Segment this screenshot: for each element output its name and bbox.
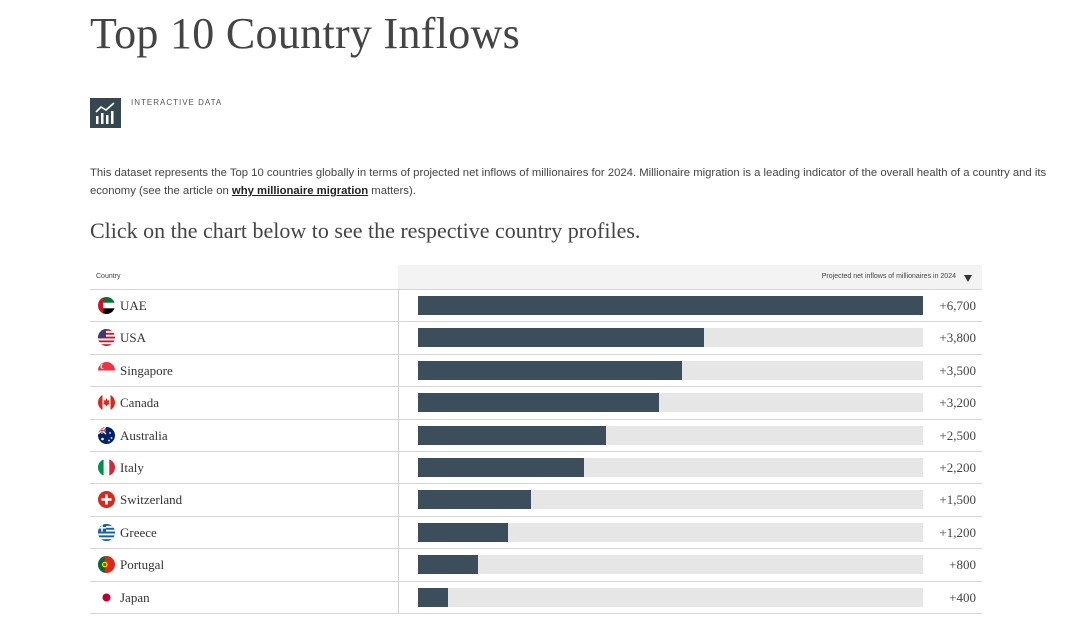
value-label: +3,500 bbox=[939, 362, 976, 378]
value-column-label: Projected net inflows of millionaires in… bbox=[821, 273, 956, 280]
table-row[interactable]: Australia +2,500 bbox=[90, 419, 982, 452]
switzerland-flag-icon bbox=[98, 491, 115, 509]
country-cell: Singapore bbox=[90, 355, 398, 386]
bar-singapore[interactable] bbox=[418, 360, 682, 380]
japan-flag-icon bbox=[98, 588, 115, 606]
table-row[interactable]: Switzerland +1,500 bbox=[90, 484, 982, 517]
bar-japan[interactable] bbox=[418, 587, 449, 607]
country-name: UAE bbox=[120, 298, 147, 313]
bar-track bbox=[418, 393, 923, 413]
singapore-flag-icon bbox=[98, 361, 115, 379]
bar-usa[interactable] bbox=[418, 328, 705, 348]
bar-track bbox=[418, 328, 923, 348]
bar-cell: +3,200 bbox=[398, 387, 982, 419]
why-millionaire-migration-link[interactable]: why millionaire migration bbox=[231, 185, 369, 197]
country-cell: Greece bbox=[90, 517, 398, 548]
country-cell: USA bbox=[90, 322, 398, 353]
bar-australia[interactable] bbox=[418, 425, 607, 445]
subheading: Click on the chart below to see the resp… bbox=[90, 218, 641, 243]
bar-portugal[interactable] bbox=[418, 555, 479, 575]
value-label: +800 bbox=[949, 557, 976, 573]
chart-icon bbox=[90, 98, 121, 128]
bar-track bbox=[418, 587, 923, 607]
bar-cell: +800 bbox=[398, 549, 982, 581]
australia-flag-icon bbox=[98, 426, 115, 444]
country-column-header: Country bbox=[96, 273, 121, 280]
country-cell: Italy bbox=[90, 452, 398, 483]
country-name: Greece bbox=[120, 524, 157, 540]
value-label: +400 bbox=[949, 589, 976, 605]
bar-cell: +6,700 bbox=[398, 290, 982, 322]
bar-cell: +400 bbox=[398, 581, 982, 613]
value-label: +1,200 bbox=[939, 524, 976, 540]
bar-greece[interactable] bbox=[418, 522, 509, 542]
country-name: Australia bbox=[120, 427, 168, 443]
table-row[interactable]: Portugal +800 bbox=[90, 549, 982, 582]
bar-track bbox=[418, 425, 923, 445]
country-cell: Canada bbox=[90, 387, 398, 418]
country-name: Japan bbox=[120, 589, 150, 605]
country-name: USA bbox=[120, 330, 147, 346]
bar-cell: +2,500 bbox=[398, 419, 982, 451]
value-label: +3,200 bbox=[939, 395, 976, 411]
country-cell: Japan bbox=[90, 582, 398, 613]
table-row[interactable]: Greece +1,200 bbox=[90, 516, 982, 550]
country-cell: Australia bbox=[90, 420, 398, 451]
value-label: +2,500 bbox=[939, 427, 976, 443]
page-title: Top 10 Country Inflows bbox=[90, 9, 521, 58]
table-row[interactable]: Japan +400 bbox=[90, 581, 982, 614]
portugal-flag-icon bbox=[98, 556, 115, 574]
bar-track bbox=[418, 296, 923, 315]
country-cell: UAE bbox=[90, 290, 398, 321]
uae-flag-icon bbox=[98, 297, 115, 314]
bar-track bbox=[418, 522, 923, 542]
canada-flag-icon bbox=[98, 394, 115, 412]
table-header: Country Projected net inflows of million… bbox=[90, 265, 982, 290]
country-cell: Portugal bbox=[90, 549, 398, 580]
value-label: +1,500 bbox=[939, 492, 976, 508]
bar-cell: +3,800 bbox=[398, 322, 982, 354]
bar-canada[interactable] bbox=[418, 393, 660, 413]
value-label: +3,800 bbox=[939, 330, 976, 346]
value-column-header[interactable]: Projected net inflows of millionaires in… bbox=[398, 265, 982, 289]
country-name: Singapore bbox=[120, 362, 173, 378]
bar-track bbox=[418, 555, 923, 575]
country-name: Switzerland bbox=[120, 492, 183, 508]
value-label: +2,200 bbox=[939, 459, 976, 475]
country-inflows-chart: Country Projected net inflows of million… bbox=[90, 265, 982, 614]
country-name: Portugal bbox=[120, 557, 165, 573]
table-row[interactable]: Canada +3,200 bbox=[90, 387, 982, 420]
table-row[interactable]: Singapore +3,500 bbox=[90, 354, 982, 388]
bar-uae[interactable] bbox=[418, 296, 923, 315]
table-row[interactable]: Italy +2,200 bbox=[90, 451, 982, 485]
description: This dataset represents the Top 10 count… bbox=[90, 167, 1047, 197]
table-body: UAE +6,700 USA +3,800 Singapore +3,500 Canada +… bbox=[90, 290, 982, 614]
country-name: Canada bbox=[120, 395, 159, 411]
bar-cell: +2,200 bbox=[398, 451, 982, 484]
table-row[interactable]: UAE +6,700 bbox=[90, 290, 982, 323]
italy-flag-icon bbox=[98, 458, 115, 476]
bar-italy[interactable] bbox=[418, 457, 584, 477]
table-row[interactable]: USA +3,800 bbox=[90, 322, 982, 355]
bar-cell: +1,200 bbox=[398, 516, 982, 549]
country-name: Italy bbox=[120, 459, 144, 475]
value-label: +6,700 bbox=[939, 298, 976, 313]
sort-descending-icon[interactable] bbox=[964, 275, 972, 282]
usa-flag-icon bbox=[98, 329, 115, 347]
bar-cell: +3,500 bbox=[398, 354, 982, 387]
greece-flag-icon bbox=[98, 523, 115, 541]
interactive-data-label: INTERACTIVE DATA bbox=[131, 98, 223, 107]
bar-track bbox=[418, 490, 923, 510]
country-cell: Switzerland bbox=[90, 484, 398, 515]
bar-switzerland[interactable] bbox=[418, 490, 532, 510]
bar-cell: +1,500 bbox=[398, 484, 982, 516]
bar-track bbox=[418, 457, 923, 477]
bar-track bbox=[418, 360, 923, 380]
